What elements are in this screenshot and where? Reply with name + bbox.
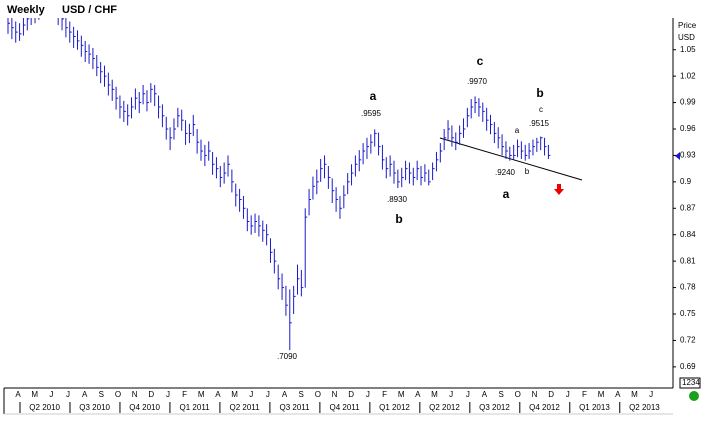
y-tick-label: 0.99 xyxy=(680,98,696,107)
scale-box xyxy=(679,377,701,389)
x-tick-label: S xyxy=(299,390,304,399)
x-tick-label: D xyxy=(348,390,354,399)
quarter-label: Q3 2011 xyxy=(280,403,311,412)
y-tick-label: 1.02 xyxy=(680,71,696,80)
x-tick-label: O xyxy=(515,390,521,399)
x-tick-label: F xyxy=(382,390,387,399)
x-tick-label: J xyxy=(166,390,170,399)
annotation: .9970 xyxy=(467,77,488,86)
quarter-label: Q4 2011 xyxy=(329,403,360,412)
x-tick-label: J xyxy=(266,390,270,399)
y-tick-label: 0.84 xyxy=(680,230,696,239)
quarter-label: Q2 2011 xyxy=(230,403,261,412)
quarter-label: Q3 2010 xyxy=(79,403,110,412)
x-tick-label: A xyxy=(215,390,221,399)
x-tick-label: J xyxy=(66,390,70,399)
scale-box-label: 1234 xyxy=(682,378,700,387)
status-indicator xyxy=(689,391,699,401)
x-tick-label: D xyxy=(548,390,554,399)
y-tick-label: 0.96 xyxy=(680,124,696,133)
x-tick-label: J xyxy=(249,390,253,399)
trend-line xyxy=(439,137,583,181)
x-tick-label: N xyxy=(132,390,138,399)
x-tick-label: A xyxy=(482,390,488,399)
x-tick-label: J xyxy=(649,390,653,399)
annotation: .8930 xyxy=(387,195,408,204)
quarter-label: Q1 2012 xyxy=(379,403,410,412)
bars xyxy=(7,18,551,351)
x-tick-label: S xyxy=(498,390,503,399)
y-tick-label: 0.72 xyxy=(680,336,696,345)
annotation: b xyxy=(395,212,402,226)
x-tick-label: A xyxy=(15,390,21,399)
x-tick-label: N xyxy=(532,390,538,399)
x-tick-label: M xyxy=(198,390,205,399)
x-tick-label: M xyxy=(431,390,438,399)
x-tick-label: F xyxy=(182,390,187,399)
quarter-label: Q2 2010 xyxy=(29,403,60,412)
x-tick-label: J xyxy=(366,390,370,399)
y-tick-label: 0.93 xyxy=(680,151,696,160)
chart-subtitle: USD / CHF xyxy=(62,4,117,16)
y-tick-label: 0.9 xyxy=(680,177,692,186)
annotation: a xyxy=(515,126,520,135)
y-tick-label: 0.78 xyxy=(680,283,696,292)
annotation: b xyxy=(536,86,543,100)
quarter-label: Q4 2010 xyxy=(129,403,160,412)
x-tick-label: F xyxy=(582,390,587,399)
x-tick-label: A xyxy=(82,390,88,399)
y-tick-label: 0.87 xyxy=(680,203,696,212)
x-tick-label: J xyxy=(566,390,570,399)
y-tick-label: 0.81 xyxy=(680,256,696,265)
annotation: .7090 xyxy=(277,352,298,361)
x-tick-label: M xyxy=(598,390,605,399)
x-tick-label: A xyxy=(282,390,288,399)
quarter-label: Q4 2012 xyxy=(529,403,560,412)
annotation: .9240 xyxy=(495,168,516,177)
chart-title: Weekly xyxy=(7,4,46,16)
x-tick-label: M xyxy=(231,390,238,399)
x-tick-label: A xyxy=(615,390,621,399)
x-tick-label: S xyxy=(99,390,104,399)
annotation: a xyxy=(370,89,377,103)
y-tick-label: 1.05 xyxy=(680,45,696,54)
quarter-label: Q3 2012 xyxy=(479,403,510,412)
x-tick-label: N xyxy=(332,390,338,399)
x-tick-label: O xyxy=(315,390,321,399)
y-label: Price xyxy=(678,21,697,30)
x-tick-label: J xyxy=(449,390,453,399)
x-tick-label: J xyxy=(49,390,53,399)
x-tick-label: J xyxy=(466,390,470,399)
y-tick-label: 0.75 xyxy=(680,309,696,318)
annotation: .9515 xyxy=(529,119,550,128)
quarter-label: Q2 2013 xyxy=(629,403,660,412)
annotation: b xyxy=(525,167,530,176)
quarter-label: Q1 2011 xyxy=(180,403,211,412)
annotation: .9595 xyxy=(361,109,382,118)
price-marker xyxy=(675,152,680,160)
x-tick-label: M xyxy=(631,390,638,399)
y-unit: USD xyxy=(678,33,695,42)
annotation: c xyxy=(477,54,484,68)
x-tick-label: O xyxy=(115,390,121,399)
down-arrow xyxy=(554,184,564,195)
quarter-label: Q1 2013 xyxy=(579,403,610,412)
x-tick-label: M xyxy=(31,390,38,399)
x-tick-label: M xyxy=(398,390,405,399)
y-tick-label: 0.69 xyxy=(680,362,696,371)
x-tick-label: D xyxy=(148,390,154,399)
quarter-label: Q2 2012 xyxy=(429,403,460,412)
annotation: c xyxy=(539,105,543,114)
annotation: a xyxy=(503,187,510,201)
x-tick-label: A xyxy=(415,390,421,399)
